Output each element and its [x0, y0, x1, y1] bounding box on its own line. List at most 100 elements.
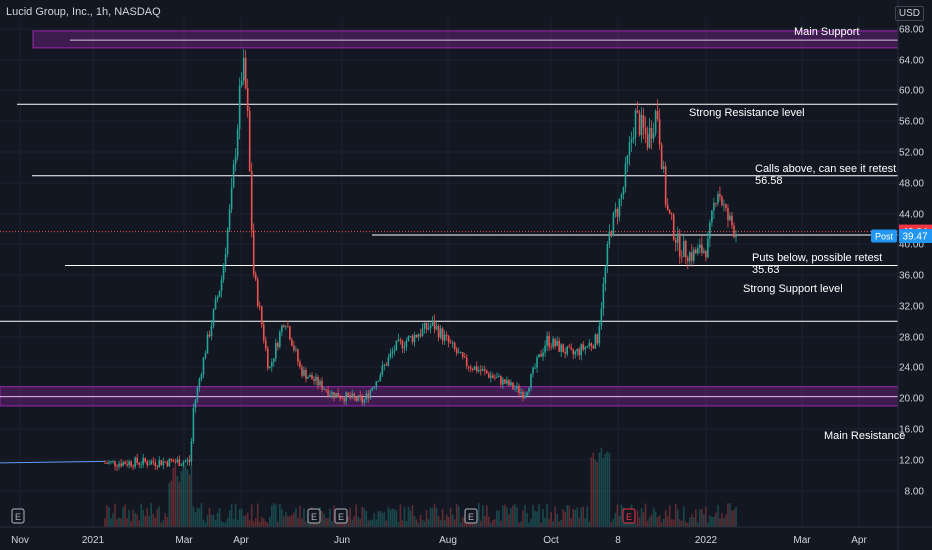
- earnings-marker-label: E: [626, 512, 632, 522]
- candle-body: [196, 387, 199, 400]
- volume-bar: [449, 507, 452, 527]
- volume-bar: [451, 514, 454, 527]
- volume-bar: [510, 507, 512, 527]
- earnings-marker: [11, 508, 25, 524]
- volume-bar: [676, 509, 679, 527]
- volume-bar: [711, 516, 713, 527]
- post-badge-label: Post: [875, 231, 894, 241]
- volume-bar: [690, 514, 693, 527]
- volume-bar: [138, 520, 140, 527]
- candle-body: [363, 399, 366, 403]
- volume-bar: [260, 516, 263, 527]
- candle-body: [584, 346, 587, 350]
- candle-body: [530, 373, 532, 388]
- candle-body: [232, 164, 235, 188]
- volume-bar: [381, 512, 384, 527]
- volume-bar: [118, 517, 120, 527]
- volume-bar: [242, 516, 245, 527]
- candle-body: [433, 320, 436, 330]
- candle-body: [600, 308, 603, 326]
- candle-body: [719, 193, 721, 197]
- candle-body: [526, 392, 528, 396]
- volume-bar: [524, 504, 526, 527]
- x-tick-label: 8: [615, 535, 621, 546]
- candle-body: [538, 354, 540, 358]
- candle-body: [475, 366, 478, 372]
- x-tick-label: 2022: [695, 535, 718, 546]
- volume-bar: [240, 508, 243, 527]
- volume-bar: [484, 516, 486, 527]
- currency-label[interactable]: USD: [894, 6, 924, 21]
- volume-bar: [441, 508, 444, 527]
- y-tick-label: 56.00: [899, 117, 924, 128]
- volume-bar: [596, 461, 599, 527]
- volume-bar: [548, 518, 550, 527]
- volume-bar: [399, 504, 402, 527]
- candle-body: [733, 225, 735, 238]
- candle-body: [375, 381, 378, 387]
- candle-body: [158, 460, 161, 467]
- volume-bar: [126, 518, 128, 527]
- volume-bar: [367, 520, 370, 527]
- candle-body: [632, 137, 635, 140]
- volume-bar: [270, 505, 273, 527]
- volume-bar: [717, 504, 719, 527]
- candle-body: [453, 342, 456, 350]
- volume-bar: [532, 504, 534, 527]
- candle-body: [218, 290, 221, 297]
- candle-body: [190, 441, 193, 462]
- y-tick-label: 52.00: [899, 148, 924, 159]
- volume-bar: [158, 506, 161, 527]
- volume-bar: [130, 521, 132, 527]
- volume-bar: [453, 519, 456, 527]
- candle-body: [532, 367, 534, 374]
- candle-body: [329, 394, 331, 396]
- volume-bar: [707, 522, 709, 527]
- candle-body: [690, 252, 693, 261]
- volume-bar: [331, 521, 333, 527]
- candle-body: [616, 208, 619, 217]
- volume-bar: [363, 507, 366, 527]
- volume-bar: [248, 520, 251, 527]
- volume-bar: [640, 508, 643, 527]
- candle-body: [124, 462, 126, 465]
- earnings-marker-label: E: [338, 512, 344, 522]
- volume-bar: [148, 515, 151, 527]
- candle-body: [439, 328, 442, 338]
- volume-bar: [682, 506, 685, 527]
- volume-bar: [228, 510, 231, 527]
- volume-bar: [110, 518, 112, 527]
- candle-body: [604, 266, 607, 284]
- x-tick-label: Apr: [851, 535, 867, 546]
- volume-bar: [285, 512, 287, 527]
- volume-bar: [373, 513, 376, 527]
- candle-body: [630, 139, 633, 143]
- candle-body: [401, 340, 404, 349]
- candle-body: [391, 351, 394, 354]
- candle-body: [254, 273, 257, 280]
- volume-bar: [455, 504, 458, 527]
- y-tick-label: 68.00: [899, 25, 924, 36]
- volume-bar: [520, 521, 522, 527]
- y-tick-label: 40.00: [899, 240, 924, 251]
- volume-bar: [735, 506, 737, 527]
- volume-bar: [295, 508, 297, 527]
- volume-bar: [166, 517, 169, 527]
- volume-bar: [299, 505, 301, 527]
- candle-body: [128, 461, 130, 466]
- volume-bar: [262, 518, 265, 527]
- candle-body: [564, 352, 566, 354]
- candle-body: [658, 119, 661, 145]
- volume-bar: [198, 508, 201, 527]
- candle-body: [510, 382, 512, 386]
- volume-bar: [660, 522, 663, 527]
- volume-bar: [156, 509, 159, 527]
- candle-body: [150, 461, 153, 465]
- candle-body: [546, 335, 548, 346]
- candle-body: [540, 354, 542, 357]
- y-tick-label: 16.00: [899, 425, 924, 436]
- volume-bar: [656, 517, 659, 527]
- volume-bar: [614, 512, 617, 527]
- volume-bar: [556, 513, 558, 527]
